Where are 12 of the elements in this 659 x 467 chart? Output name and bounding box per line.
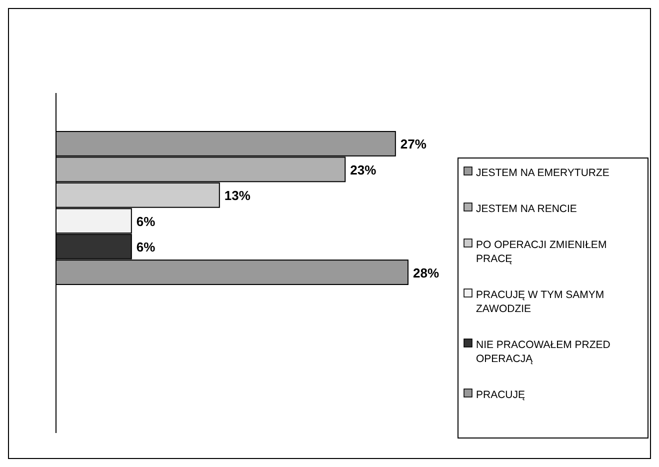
legend-label: PRACUJĘ W TYM SAMYM ZAWODZIE <box>476 289 604 315</box>
data-label: 6% <box>136 240 156 255</box>
legend-label: JESTEM NA EMERYTURZE <box>476 167 610 179</box>
data-label: 27% <box>400 136 427 152</box>
data-label: 23% <box>350 162 377 178</box>
legend-label: PO OPERACJI ZMIENIŁEM PRACĘ <box>476 239 607 265</box>
data-label: 28% <box>413 265 440 280</box>
legend-label: PRACUJĘ <box>476 389 526 401</box>
data-label: 13% <box>224 188 251 204</box>
legend-label: NIE PRACOWAŁEM PRZED OPERACJĄ <box>476 339 611 365</box>
legend-label: JESTEM NA RENCIE <box>476 203 577 215</box>
data-label: 6% <box>136 214 156 229</box>
